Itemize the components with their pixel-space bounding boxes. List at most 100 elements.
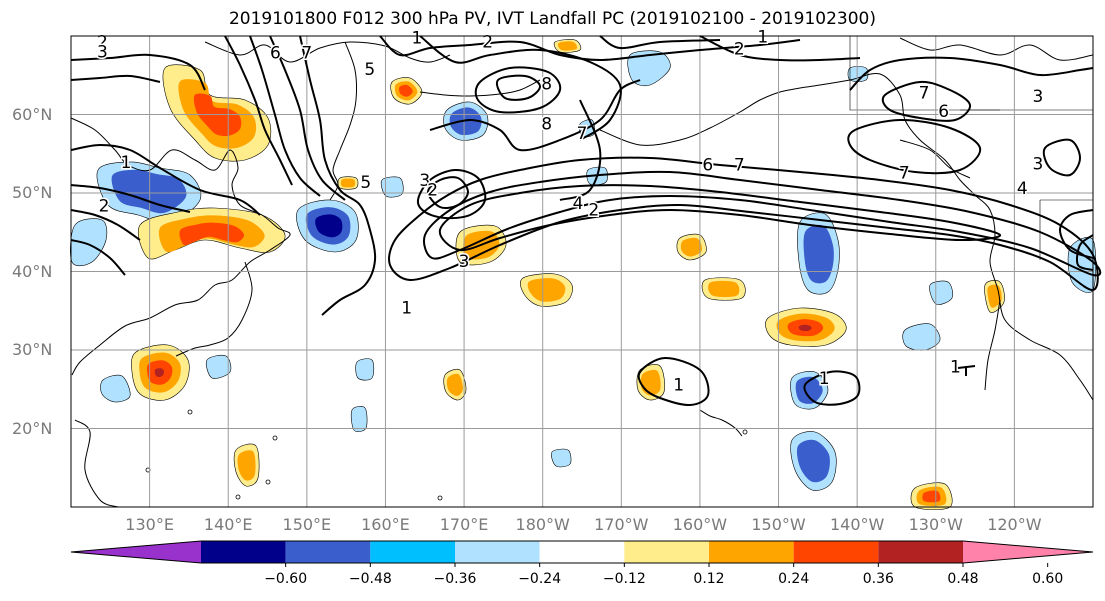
- ivt-anomaly-fill: [795, 376, 823, 404]
- coastline: [984, 299, 1001, 391]
- longitude-label: 170°E: [439, 515, 489, 534]
- contour-label: 2: [427, 181, 438, 201]
- ivt-anomaly-fill: [154, 368, 164, 378]
- contour-label: 8: [541, 115, 552, 135]
- ivt-anomaly-fill: [798, 324, 812, 331]
- contour-label: 5: [364, 60, 375, 80]
- pv-contour: [419, 35, 622, 141]
- coastline: [599, 72, 1094, 401]
- contour-label: 1: [401, 298, 412, 318]
- contour-label: 2: [482, 32, 493, 52]
- contour-label: 8: [541, 75, 552, 95]
- contour-label: 7: [577, 124, 588, 144]
- contour-label: 3: [1033, 87, 1044, 107]
- contour-label: 7: [301, 43, 312, 63]
- ivt-anomaly-fill: [557, 41, 578, 51]
- colorbar-extend-low: [71, 541, 201, 563]
- pv-contour: [559, 99, 602, 201]
- pv-contour: [224, 35, 293, 186]
- longitude-label: 160°E: [361, 515, 410, 534]
- pv-contour: [803, 370, 861, 406]
- contour-label: 7: [734, 156, 745, 176]
- latitude-label: 20°N: [12, 418, 53, 438]
- colorbar-segment: [878, 541, 963, 563]
- contour-label: 2: [99, 196, 110, 216]
- colorbar-tick-label: −0.24: [518, 571, 562, 587]
- longitude-label: 160°W: [672, 515, 728, 534]
- pv-contour: [426, 176, 470, 209]
- colorbar-tick-label: −0.12: [602, 571, 646, 587]
- pv-contour: [847, 118, 982, 175]
- pv-contour: [637, 356, 710, 407]
- colorbar-segment: [370, 541, 455, 563]
- colorbar-outline: [70, 540, 1094, 564]
- coastline: [329, 41, 358, 201]
- pv-contour: [849, 56, 1094, 91]
- longitude-label: 130°E: [125, 515, 174, 534]
- island: [187, 409, 193, 415]
- contour-label: 2: [97, 32, 108, 52]
- ivt-anomaly-fill: [796, 439, 830, 483]
- pv-contour: [249, 35, 321, 197]
- colorbar-segment: [793, 541, 879, 563]
- map-frame: [70, 35, 1094, 508]
- ivt-anomaly-fill: [399, 84, 413, 97]
- border-line: [849, 36, 1000, 111]
- pv-contour: [70, 209, 141, 241]
- contour-label: 2: [734, 39, 745, 59]
- pv-contour: [70, 53, 206, 91]
- pv-contour: [881, 80, 972, 122]
- colorbar-tick-label: 0.36: [862, 571, 894, 587]
- contour-label: 3: [1033, 155, 1044, 175]
- contour-label: 3: [419, 171, 430, 191]
- ivt-anomaly-fill: [340, 178, 356, 188]
- pv-contour: [438, 184, 1002, 252]
- coastline: [899, 139, 971, 179]
- ivt-anomaly-fill: [446, 373, 463, 396]
- pv-contour: [269, 35, 346, 201]
- pv-contour: [70, 239, 126, 276]
- latitude-label: 30°N: [12, 340, 53, 359]
- colorbar-segment: [539, 541, 625, 563]
- colorbar-segment: [624, 541, 709, 563]
- pv-contour: [70, 74, 161, 83]
- ivt-anomaly-fill: [551, 448, 572, 468]
- ivt-anomaly-fill: [111, 169, 187, 214]
- pv-contour: [699, 35, 861, 62]
- colorbar-tick-label: −0.60: [264, 571, 308, 587]
- island: [265, 479, 271, 485]
- island: [235, 494, 241, 500]
- ivt-anomaly-fill: [680, 237, 703, 257]
- pv-contour: [496, 74, 541, 101]
- ivt-anomaly-fill: [205, 354, 232, 379]
- colorbar-tick-label: −0.48: [348, 571, 392, 587]
- contour-label: 1: [757, 28, 768, 48]
- ivt-anomaly-fill: [627, 50, 671, 87]
- pv-contour: [1076, 234, 1094, 271]
- colorbar-tick-label: 0.12: [693, 571, 725, 587]
- longitude-label: 150°E: [282, 515, 332, 534]
- ivt-anomaly-fill: [847, 66, 869, 82]
- ivt-anomaly-fill: [100, 374, 131, 403]
- gridline-layer: [71, 36, 1093, 507]
- contour-label: 6: [270, 43, 281, 63]
- pv-contour: [599, 35, 721, 50]
- contour-label: 1: [819, 369, 830, 389]
- contour-label: 7: [899, 163, 910, 183]
- contour-label: 2: [588, 200, 599, 220]
- latitude-label: 60°N: [12, 104, 53, 124]
- longitude-label: 180°W: [515, 515, 570, 534]
- contour-label: 4: [1017, 179, 1028, 199]
- colorbar-extend-high: [963, 541, 1093, 563]
- contour-label: 4: [573, 194, 584, 214]
- contour-label: 1: [411, 28, 422, 48]
- contour-label: 1: [121, 153, 132, 173]
- colorbar-tick-label: 0.60: [1032, 571, 1064, 587]
- map-title: 2019101800 F012 300 hPa PV, IVT Landfall…: [228, 9, 876, 29]
- ivt-anomaly-fill: [803, 224, 834, 284]
- colorbar-tick-label: −0.36: [433, 571, 477, 587]
- pv-contour: [379, 35, 801, 62]
- longitude-label: 130°W: [908, 515, 963, 534]
